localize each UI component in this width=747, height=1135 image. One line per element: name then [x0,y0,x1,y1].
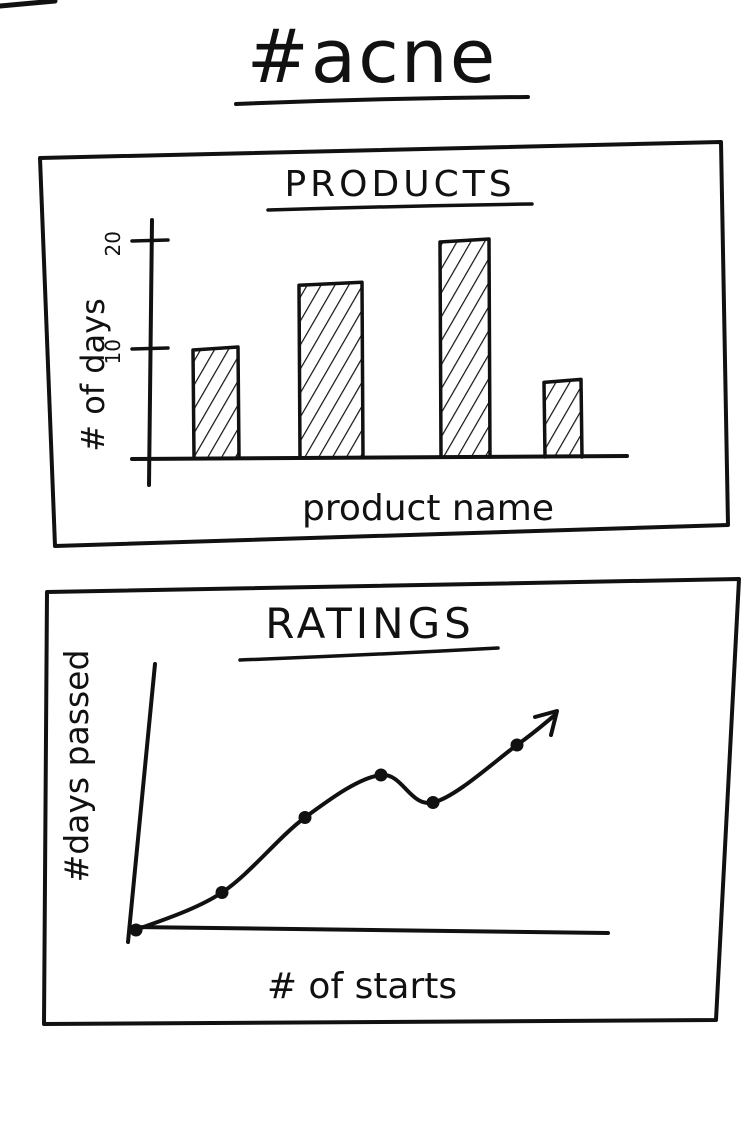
ratings-y-axis-label: #days passed [57,650,96,883]
ratings-point [510,738,524,752]
ratings-points [129,738,524,937]
products-x-axis-label: product name [302,488,554,529]
products-chart-title: PRODUCTS [284,164,515,205]
products-bar [191,345,241,459]
ratings-point [426,796,440,809]
ratings-chart-title: RATINGS [265,599,475,648]
ratings-point [129,923,143,937]
ratings-x-axis-label: # of starts [267,966,457,1007]
stray-mark [0,0,58,9]
products-title-underline [266,202,534,212]
products-y-tick-label: 20 [101,231,125,256]
products-panel-border [38,140,730,548]
ratings-y-axis [126,662,157,944]
products-y-tick-mark [130,238,170,243]
ratings-x-axis [131,925,610,935]
ratings-series-line [134,713,557,932]
products-bars [191,237,584,459]
products-y-tick-mark [130,346,170,351]
products-y-ticks: 10 20 [101,231,170,364]
products-panel: PRODUCTS 10 20 # of days product name [38,140,730,548]
ratings-arrowhead [533,709,559,737]
ratings-point [298,811,312,824]
products-bar [542,377,584,459]
page-title: #acne [247,14,497,100]
ratings-panel-border [42,577,741,1026]
products-bar [438,237,492,459]
products-y-tick-label: 10 [101,339,125,364]
products-y-axis [147,218,154,487]
ratings-title-underline [238,646,500,662]
ratings-panel: RATINGS #days passed # of starts [42,577,741,1026]
ratings-point [215,886,229,899]
page-title-underline [234,95,530,106]
ratings-point [374,768,388,782]
products-bar [297,280,365,459]
products-y-axis-label: # of days [74,298,112,452]
